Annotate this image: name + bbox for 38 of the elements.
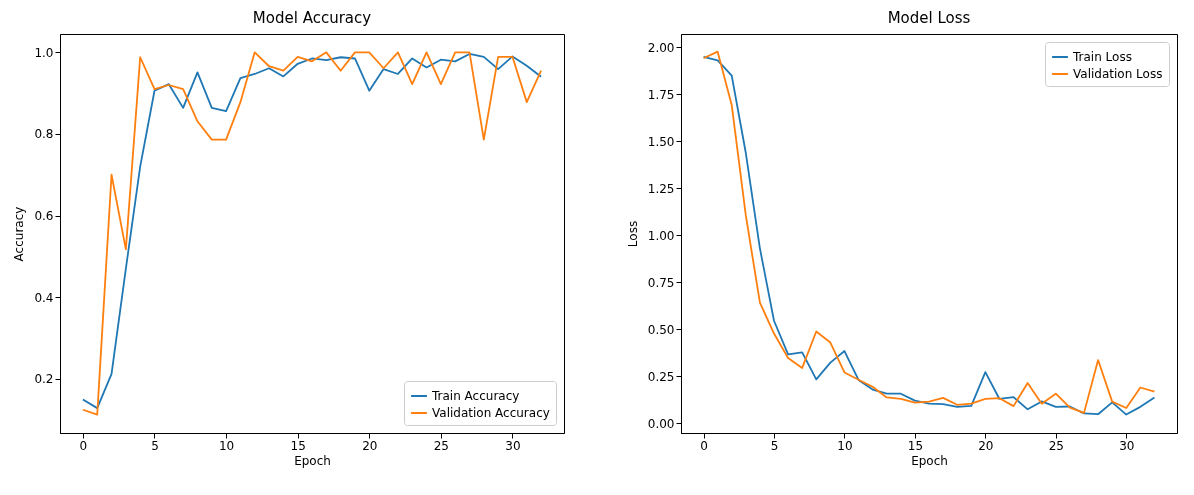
- y-tick-label: 1.75: [647, 87, 675, 102]
- y-tick-label: 1.25: [647, 181, 675, 196]
- y-tick-label: 1.50: [647, 134, 675, 149]
- x-tick-label: 10: [837, 438, 853, 453]
- y-tick-label: 0.50: [647, 322, 675, 337]
- x-tick-label: 25: [1048, 438, 1064, 453]
- x-tick-label: 20: [362, 438, 378, 453]
- x-tick-label: 10: [218, 438, 235, 453]
- legend-label: Validation Accuracy: [432, 406, 550, 420]
- x-tick-label: 30: [505, 438, 521, 453]
- y-axis-title: Loss: [625, 220, 640, 248]
- x-tick-label: 15: [290, 438, 306, 453]
- legend-label: Train Accuracy: [431, 389, 520, 403]
- legend-label: Train Loss: [1072, 50, 1132, 64]
- y-tick-label: 0.2: [34, 372, 54, 387]
- x-tick-label: 25: [433, 438, 449, 453]
- x-tick-label: 30: [1119, 438, 1135, 453]
- y-tick-label: 1.00: [647, 228, 675, 243]
- y-tick-label: 0.00: [647, 416, 675, 431]
- x-tick-label: 5: [770, 438, 779, 453]
- y-tick-label: 0.8: [34, 127, 54, 142]
- x-tick-label: 0: [79, 438, 88, 453]
- chart-title: Model Accuracy: [252, 9, 372, 27]
- x-tick-label: 5: [151, 438, 159, 453]
- y-tick-label: 0.4: [34, 290, 54, 305]
- y-tick-label: 2.00: [647, 40, 675, 55]
- chart-title: Model Loss: [887, 9, 971, 27]
- x-axis-title: Epoch: [911, 453, 948, 468]
- y-tick-label: 0.25: [647, 369, 675, 384]
- y-tick-label: 1.0: [34, 45, 54, 60]
- y-axis-title: Accuracy: [12, 206, 27, 262]
- legend-label: Validation Loss: [1073, 67, 1163, 81]
- y-tick-label: 0.75: [647, 275, 675, 290]
- x-tick-label: 0: [700, 438, 708, 453]
- y-tick-label: 0.6: [34, 209, 54, 224]
- x-axis-title: Epoch: [294, 453, 331, 468]
- x-tick-label: 20: [978, 438, 994, 453]
- x-tick-label: 15: [907, 438, 924, 453]
